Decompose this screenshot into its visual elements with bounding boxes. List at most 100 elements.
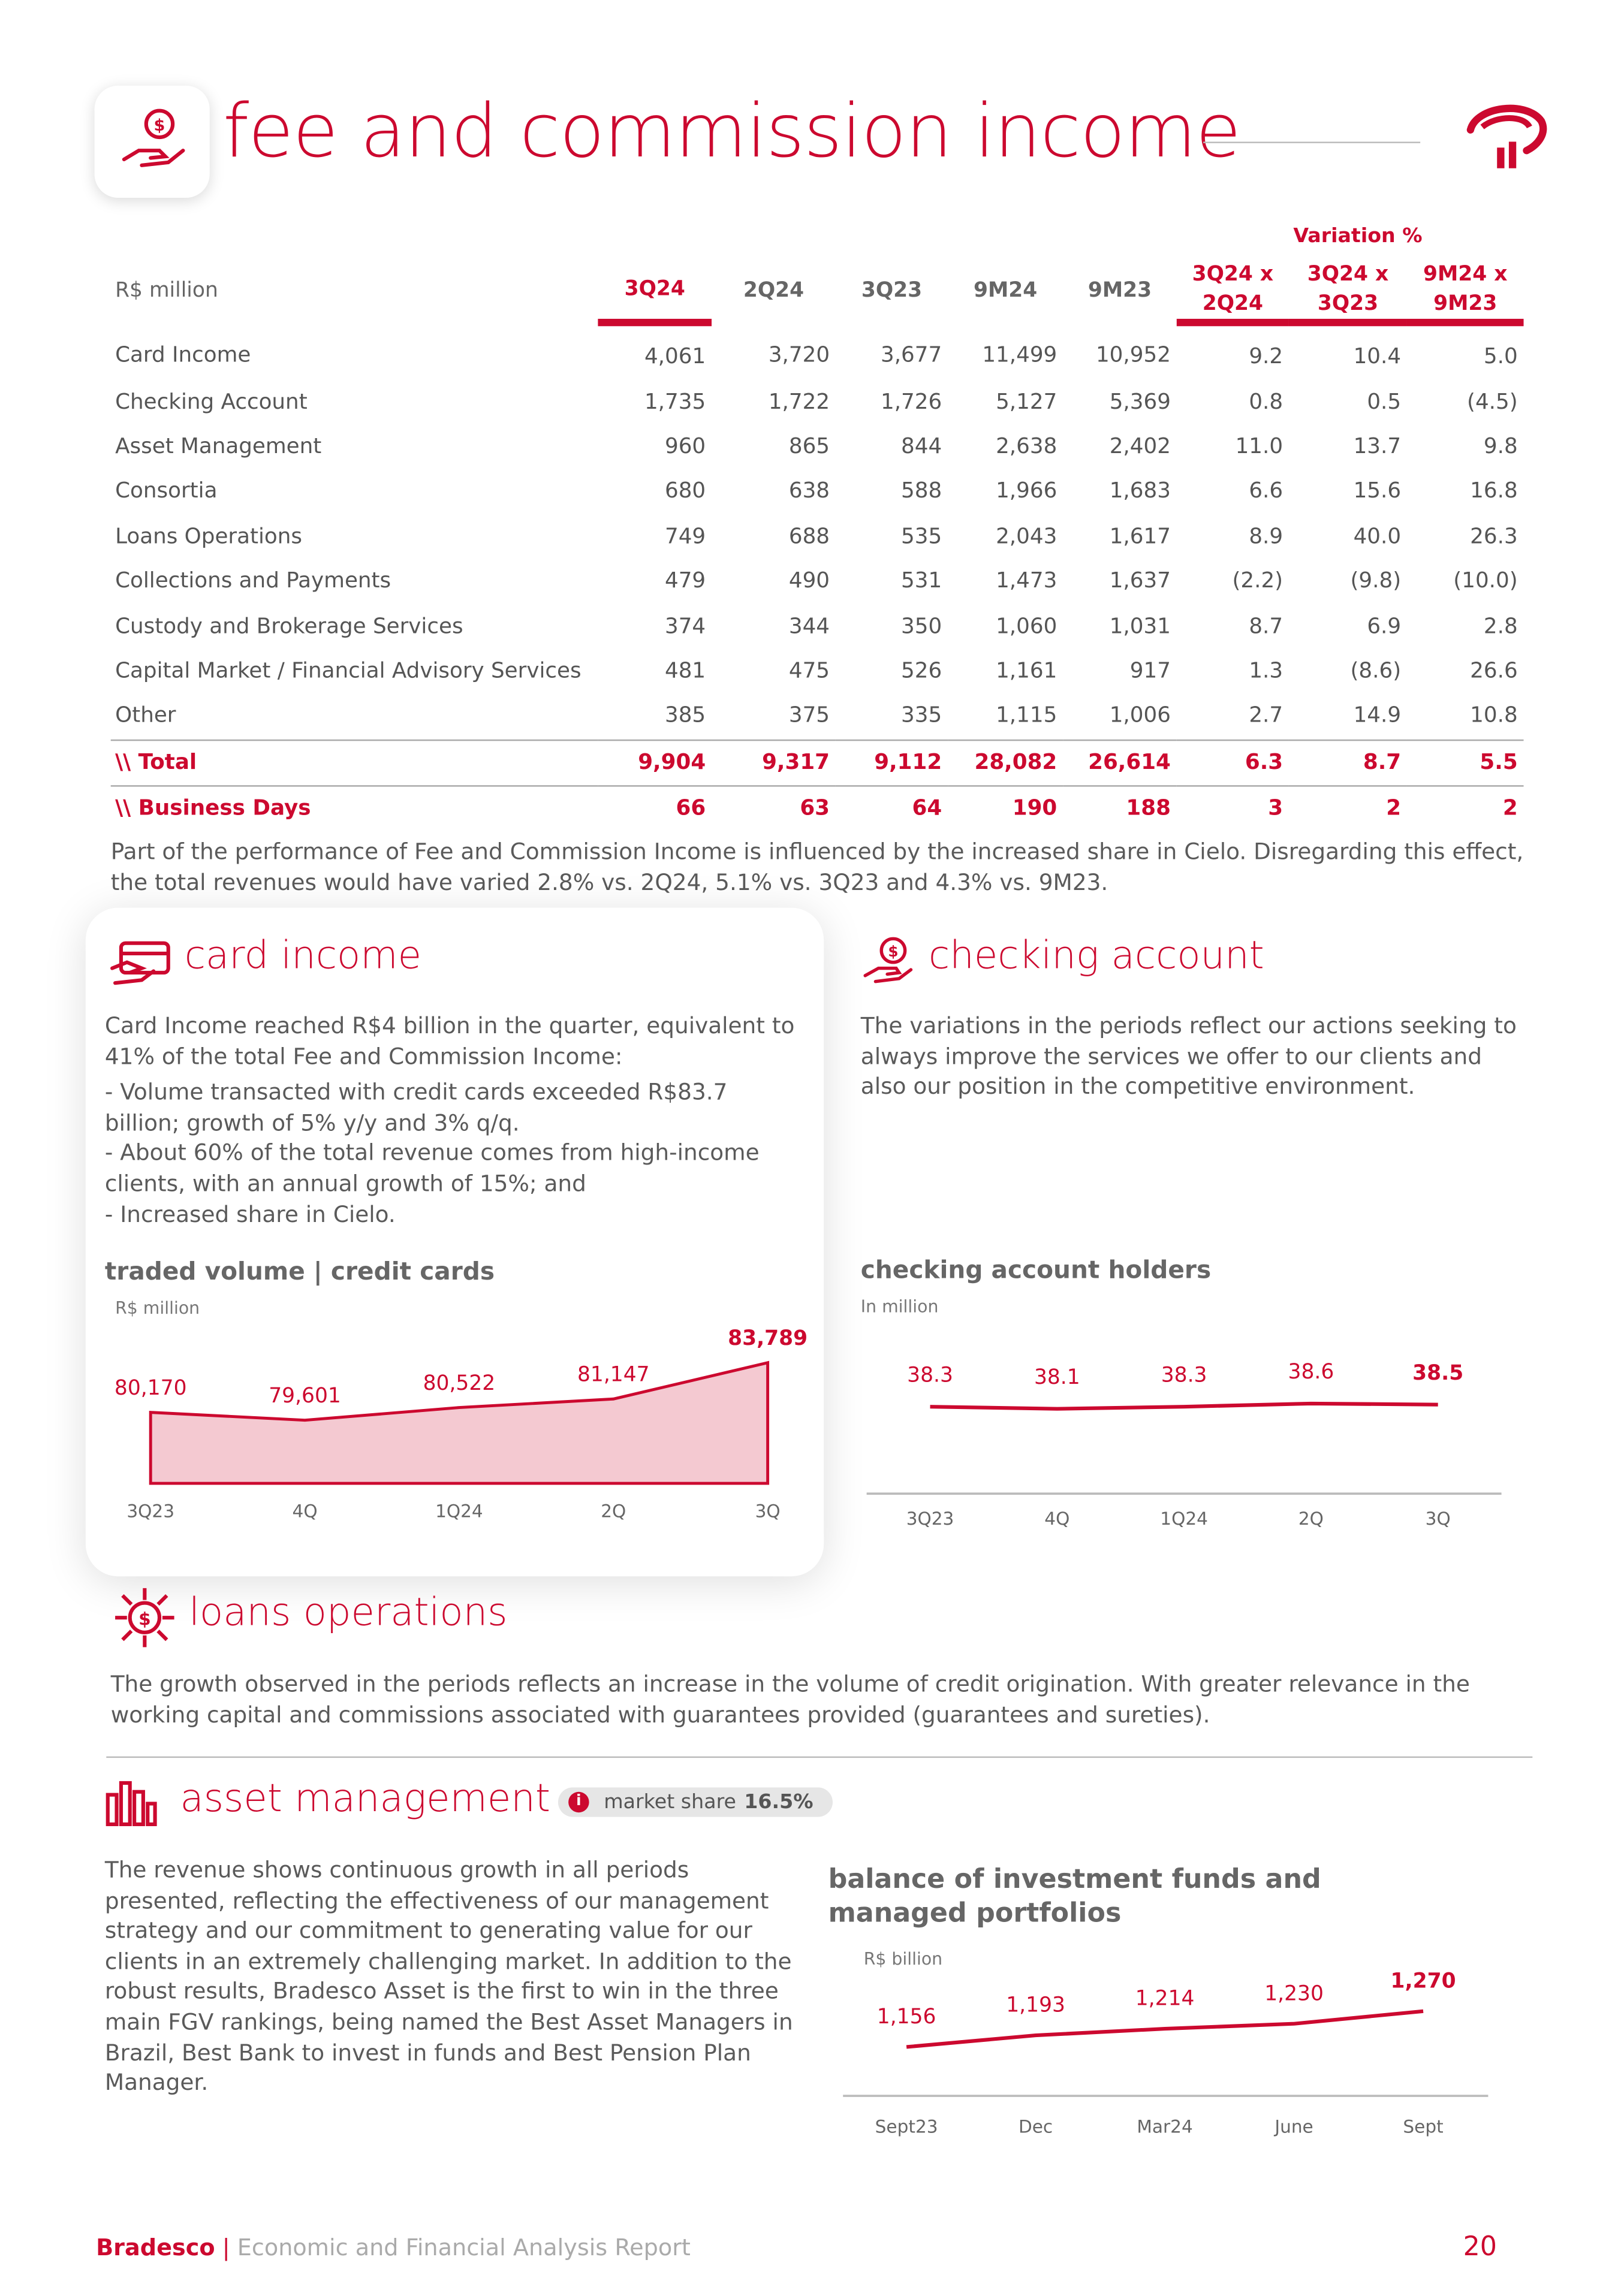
page-title: fee and commission income	[222, 88, 1241, 174]
table-row: Card Income 4,061 3,720 3,677 11,499 10,952 9.…	[111, 322, 1524, 380]
paragraph: The revenue shows continuous growth in a…	[104, 1857, 793, 2096]
section-title: loans operations	[189, 1591, 508, 1636]
table-row: Capital Market / Financial Advisory Serv…	[111, 649, 1524, 694]
cell: 9.2	[1249, 345, 1283, 370]
cell: 1,006	[1109, 704, 1171, 728]
x-tick-label: 3Q23	[906, 1508, 954, 1529]
row-label: Checking Account	[115, 390, 308, 414]
cell: 26.6	[1470, 659, 1518, 684]
chart-unit: R$ billion	[863, 1948, 943, 1969]
line	[906, 2009, 1424, 2049]
cell: 40.0	[1353, 525, 1402, 549]
cell: 1,031	[1109, 614, 1171, 639]
cell: 10,952	[1095, 343, 1171, 368]
cell: 526	[901, 659, 942, 684]
cell: 844	[901, 435, 942, 459]
cell: 2.8	[1483, 614, 1518, 639]
footer: Bradesco | Economic and Financial Analys…	[96, 2235, 691, 2261]
chart-unit: In million	[860, 1296, 939, 1317]
cell: 10.4	[1353, 345, 1402, 370]
cell: 2	[1288, 785, 1407, 832]
value-label: 38.1	[1034, 1365, 1080, 1389]
cell: 1,617	[1109, 525, 1171, 549]
column-header: 3Q24 x 2Q24	[1176, 260, 1289, 327]
table-row: Collections and Payments 479 490 531 1,473 1,…	[111, 559, 1524, 604]
svg-text:$: $	[138, 1609, 151, 1629]
cell: 3	[1176, 785, 1289, 832]
footer-report: Economic and Financial Analysis Report	[237, 2234, 691, 2261]
cell: 5.5	[1406, 738, 1524, 786]
cell: 9,112	[835, 738, 948, 786]
x-tick-label: Sept	[1403, 2117, 1443, 2137]
cell: 6.6	[1249, 480, 1283, 504]
footer-separator: |	[222, 2234, 230, 2261]
page-number: 20	[1463, 2231, 1497, 2263]
table-row: Custody and Brokerage Services 374 344 350 1…	[111, 604, 1524, 649]
cell: (4.5)	[1467, 390, 1518, 414]
asset-icon	[106, 1781, 157, 1827]
area	[149, 1360, 770, 1485]
column-header: 9M24	[973, 279, 1038, 303]
x-tick-label: June	[1273, 2117, 1313, 2137]
x-tick-label: 2Q	[1298, 1508, 1324, 1529]
table-row: Asset Management 960 865 844 2,638 2,402 11.0 1…	[111, 425, 1524, 470]
cell: 9,317	[712, 738, 836, 786]
cell: 531	[901, 569, 942, 594]
svg-text:$: $	[154, 116, 165, 135]
cell: 1,473	[996, 569, 1057, 594]
value-label: 80,522	[423, 1371, 496, 1395]
cell: 5,127	[996, 390, 1057, 414]
x-tick-label: 1Q24	[1160, 1508, 1208, 1529]
paragraph: - Volume transacted with credit cards ex…	[104, 1079, 728, 1136]
cell: 680	[664, 480, 706, 504]
title-icon: $	[122, 108, 185, 167]
cell: 749	[664, 525, 706, 549]
cell: 375	[788, 704, 830, 728]
note: Part of the performance of Fee and Commi…	[110, 838, 1524, 895]
value-label: 1,230	[1264, 1981, 1324, 2005]
x-tick-label: 4Q	[293, 1501, 318, 1522]
table-row: Other 385 375 335 1,115 1,006 2.7 14.9 10.8	[111, 694, 1524, 740]
cell: 26,614	[1063, 738, 1177, 786]
cell: 865	[788, 435, 830, 459]
cell: 1,637	[1109, 569, 1171, 594]
card-icon	[110, 941, 170, 985]
chart-unit: R$ million	[115, 1297, 200, 1319]
x-tick-label: Sept23	[875, 2117, 938, 2137]
cell: 350	[901, 614, 942, 639]
value-label: 1,193	[1006, 1993, 1065, 2017]
cell: 28,082	[948, 738, 1063, 786]
chart-title: checking account holders	[860, 1256, 1212, 1284]
cell: (9.8)	[1350, 569, 1402, 594]
cell: 4,061	[644, 345, 706, 370]
section-title: card income	[184, 934, 422, 979]
value-label: 38.6	[1288, 1360, 1334, 1384]
cell: 344	[788, 614, 830, 639]
checking-text: The variations in the periods reflect ou…	[861, 1011, 1518, 1102]
value-label: 38.3	[907, 1363, 953, 1387]
cell: 190	[948, 785, 1063, 832]
fee-table: R$ million 3Q24 2Q24 3Q23 9M24 9M23 3Q24 x 2Q…	[110, 260, 1524, 832]
x-tick-label: 3Q	[755, 1501, 781, 1522]
cell: 15.6	[1353, 480, 1402, 504]
x-tick-label: 2Q	[601, 1501, 626, 1522]
section-title: checking account	[929, 934, 1264, 979]
title-icon-box: $	[94, 85, 210, 198]
paragraph: The growth observed in the periods refle…	[110, 1670, 1470, 1728]
row-label: Custody and Brokerage Services	[115, 614, 463, 639]
section-title: asset management	[180, 1777, 550, 1822]
x-tick-label: Mar24	[1137, 2117, 1192, 2137]
loans-icon: $	[115, 1588, 174, 1648]
cell: 8.7	[1288, 738, 1407, 786]
market-share-badge: i market share 16.5%	[558, 1787, 833, 1817]
row-label: \\ Total	[110, 738, 598, 786]
line	[930, 1401, 1438, 1411]
cell: 16.8	[1470, 480, 1518, 504]
cell: 64	[835, 785, 948, 832]
cell: 475	[788, 659, 830, 684]
value-label: 79,601	[269, 1384, 341, 1408]
x-tick-label: Dec	[1019, 2117, 1053, 2137]
cell: 3,720	[768, 343, 830, 368]
variation-label: Variation %	[1293, 224, 1423, 248]
